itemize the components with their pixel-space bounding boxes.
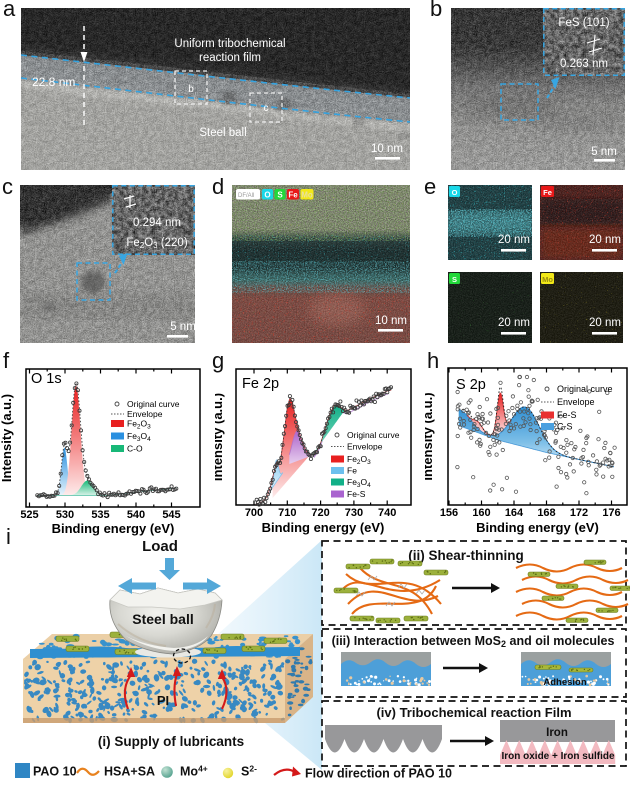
svg-text:(iv) Tribochemical reaction Fi: (iv) Tribochemical reaction Film [376, 705, 571, 720]
svg-text:S: S [277, 191, 283, 200]
svg-text:b: b [188, 84, 194, 95]
svg-text:reaction film: reaction film [199, 52, 261, 64]
svg-text:Mo4+: Mo4+ [180, 764, 208, 779]
svg-text:PAO 10: PAO 10 [33, 765, 77, 779]
svg-text:Fe: Fe [543, 188, 552, 197]
svg-text:C-O: C-O [127, 444, 143, 454]
svg-text:Iron: Iron [546, 727, 568, 739]
svg-text:164: 164 [505, 507, 524, 519]
svg-text:Flow direction of PAO 10: Flow direction of PAO 10 [305, 767, 452, 781]
svg-text:176: 176 [602, 507, 620, 519]
svg-text:Intensity (a.u.): Intensity (a.u.) [425, 392, 435, 480]
svg-text:530: 530 [56, 509, 74, 521]
svg-text:525: 525 [20, 509, 38, 521]
svg-text:S: S [452, 275, 457, 284]
svg-text:Envelope: Envelope [557, 397, 595, 407]
svg-text:20 nm: 20 nm [498, 234, 530, 246]
svg-text:DF/All: DF/All [238, 193, 254, 199]
svg-text:Mo: Mo [542, 275, 553, 284]
svg-text:0.263 nm: 0.263 nm [560, 58, 608, 70]
svg-text:172: 172 [570, 507, 588, 519]
svg-text:10 nm: 10 nm [371, 143, 403, 155]
svg-text:c: c [264, 103, 269, 114]
svg-text:Binding energy (eV): Binding energy (eV) [262, 520, 385, 535]
svg-text:10 nm: 10 nm [375, 315, 407, 327]
svg-text:Adhesion: Adhesion [543, 677, 586, 688]
svg-text:Fe: Fe [347, 466, 357, 476]
svg-text:20 nm: 20 nm [589, 234, 621, 246]
svg-text:(ii) Shear-thinning: (ii) Shear-thinning [408, 548, 524, 563]
svg-text:Intensity (a.u.): Intensity (a.u.) [215, 393, 225, 481]
svg-text:700: 700 [245, 507, 263, 519]
svg-text:PI: PI [157, 693, 169, 708]
svg-text:535: 535 [91, 509, 109, 521]
svg-text:Binding energy (eV): Binding energy (eV) [52, 521, 175, 536]
svg-text:Original curve: Original curve [347, 430, 400, 440]
svg-text:Fe3O4: Fe3O4 [347, 477, 371, 489]
svg-text:Original curve: Original curve [127, 399, 180, 409]
svg-text:Fe 2p: Fe 2p [242, 376, 279, 392]
svg-text:Fe: Fe [288, 191, 298, 200]
svg-text:22.8 nm: 22.8 nm [32, 75, 75, 89]
svg-text:720: 720 [311, 507, 329, 519]
svg-text:5 nm: 5 nm [591, 146, 617, 158]
svg-text:Iron oxide + Iron sulfide: Iron oxide + Iron sulfide [501, 751, 615, 762]
svg-text:Original curve: Original curve [557, 384, 613, 394]
svg-text:Load: Load [142, 538, 178, 555]
svg-text:(i) Supply of lubricants: (i) Supply of lubricants [98, 734, 244, 749]
svg-text:20 nm: 20 nm [498, 317, 530, 329]
svg-text:Steel ball: Steel ball [132, 611, 193, 627]
svg-text:Fe3O4: Fe3O4 [127, 431, 151, 443]
svg-text:FeS (101): FeS (101) [558, 17, 609, 29]
svg-text:Intensity (a.u.): Intensity (a.u.) [0, 394, 14, 482]
svg-text:160: 160 [472, 507, 490, 519]
svg-text:740: 740 [378, 507, 396, 519]
svg-text:HSA+SA: HSA+SA [104, 765, 155, 779]
svg-text:0.294 nm: 0.294 nm [133, 217, 181, 229]
svg-text:540: 540 [127, 509, 145, 521]
svg-text:O: O [264, 191, 270, 200]
svg-text:Mo: Mo [301, 191, 313, 200]
svg-text:Envelope: Envelope [127, 409, 163, 419]
svg-text:168: 168 [537, 507, 555, 519]
svg-text:Fe2O3 (220): Fe2O3 (220) [126, 237, 187, 250]
svg-text:(iii) Interaction between MoS: (iii) Interaction between MoS2 and oil m… [332, 634, 615, 649]
svg-text:Steel ball: Steel ball [199, 127, 246, 139]
svg-text:Uniform tribochemical: Uniform tribochemical [174, 38, 285, 50]
svg-text:710: 710 [278, 507, 296, 519]
svg-text:730: 730 [345, 507, 363, 519]
svg-text:S 2p: S 2p [456, 377, 486, 393]
svg-text:5 nm: 5 nm [170, 321, 195, 333]
svg-text:545: 545 [162, 509, 180, 521]
svg-text:20 nm: 20 nm [589, 317, 621, 329]
svg-text:S2-: S2- [241, 764, 257, 779]
svg-text:Envelope: Envelope [347, 442, 383, 452]
svg-text:Binding energy (eV): Binding energy (eV) [476, 520, 599, 535]
svg-text:Fe2O3: Fe2O3 [347, 454, 371, 466]
svg-text:Fe-S: Fe-S [347, 489, 366, 499]
svg-text:Fe-S: Fe-S [557, 410, 577, 420]
svg-text:Fe2O3: Fe2O3 [127, 419, 151, 431]
svg-text:C-S: C-S [557, 422, 573, 432]
svg-text:O: O [452, 188, 458, 197]
svg-text:O 1s: O 1s [31, 371, 62, 387]
svg-text:156: 156 [440, 507, 458, 519]
